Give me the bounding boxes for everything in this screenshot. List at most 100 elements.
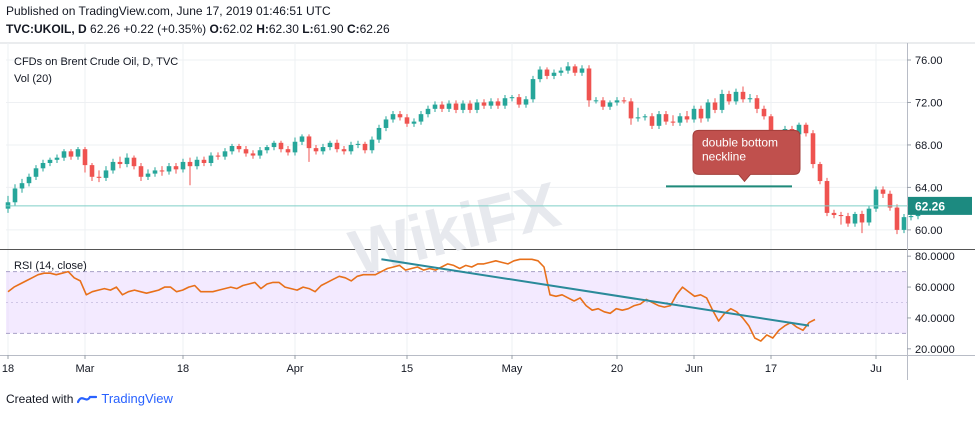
candle-down xyxy=(817,164,823,182)
candle-up xyxy=(54,157,60,160)
candle-down xyxy=(138,166,144,177)
candle-up xyxy=(166,166,172,172)
candle-down xyxy=(663,114,669,122)
candle-up xyxy=(607,102,613,107)
candle-down xyxy=(159,170,165,172)
candle-up xyxy=(152,170,158,174)
price-tick-label: 76.00 xyxy=(915,55,943,67)
last-price-tag xyxy=(908,196,972,215)
candle-down xyxy=(684,116,690,120)
tradingview-logo-icon[interactable] xyxy=(77,393,98,405)
neckline-annotation-callout xyxy=(692,129,801,183)
candle-up xyxy=(299,136,305,142)
x-tick-label: 15 xyxy=(401,363,413,375)
tradingview-brand-link[interactable]: TradingView xyxy=(101,391,173,406)
published-line: Published on TradingView.com, June 17, 2… xyxy=(6,4,331,18)
candle-down xyxy=(838,215,844,217)
candle-up xyxy=(593,100,599,102)
close-value: 62.26 xyxy=(359,22,390,36)
low-label: L: xyxy=(302,22,314,36)
candle-up xyxy=(411,121,417,124)
x-tick-label: Mar xyxy=(76,363,95,375)
candle-up xyxy=(180,161,186,170)
candle-up xyxy=(446,103,452,109)
x-tick-label: 18 xyxy=(2,363,14,375)
x-tick-label: Ju xyxy=(870,363,882,375)
footer: Created with TradingView xyxy=(6,391,173,406)
symbol-line: TVC:UKOIL, D 62.26 +0.22 (+0.35%) O:62.0… xyxy=(6,22,390,36)
candle-up xyxy=(866,208,872,223)
candle-up xyxy=(460,103,466,110)
candle-up xyxy=(691,108,697,120)
candle-up xyxy=(579,68,585,73)
x-tick-label: May xyxy=(502,363,523,375)
candle-down xyxy=(278,142,284,150)
candle-down xyxy=(285,149,291,153)
annotation-text: neckline xyxy=(702,149,746,163)
candle-down xyxy=(803,124,809,134)
candle-down xyxy=(824,181,830,213)
candle-up xyxy=(719,93,725,110)
candle-down xyxy=(236,146,242,150)
candle-up xyxy=(376,127,382,140)
open-value: 62.02 xyxy=(222,22,253,36)
high-value: 62.30 xyxy=(268,22,299,36)
candle-up xyxy=(425,108,431,115)
candle-up xyxy=(796,124,802,135)
candle-down xyxy=(845,216,851,224)
last-price: 62.26 xyxy=(90,22,121,36)
candle-down xyxy=(544,69,550,76)
candle-up xyxy=(327,142,333,148)
candle-up xyxy=(635,117,641,119)
candle-down xyxy=(467,103,473,110)
close-label: C: xyxy=(346,22,360,36)
candle-up xyxy=(33,168,39,177)
candle-up xyxy=(551,72,557,76)
candle-down xyxy=(201,159,207,163)
rsi-pane-title: RSI (14, close) xyxy=(14,260,87,272)
high-label: H: xyxy=(256,22,269,36)
candle-up xyxy=(348,144,354,152)
candle-up xyxy=(320,147,326,152)
candle-up xyxy=(523,99,529,105)
open-label: O: xyxy=(209,22,223,36)
candle-up xyxy=(229,146,235,152)
rsi-tick-label: 60.0000 xyxy=(915,282,955,294)
annotation-text: double bottom xyxy=(702,135,778,149)
x-tick-label: Apr xyxy=(286,363,303,375)
candle-up xyxy=(264,147,270,151)
candle-down xyxy=(754,98,760,109)
candle-down xyxy=(572,66,578,73)
candle-up xyxy=(110,161,116,171)
candle-down xyxy=(453,103,459,110)
candle-up xyxy=(61,151,67,158)
candle-up xyxy=(474,102,480,110)
rsi-tick-label: 40.0000 xyxy=(915,313,955,325)
candle-up xyxy=(292,141,298,153)
rsi-line xyxy=(7,258,816,342)
candle-up xyxy=(488,101,494,106)
candle-down xyxy=(68,151,74,157)
candle-up xyxy=(208,155,214,163)
candle-down xyxy=(894,207,900,230)
candle-down xyxy=(628,101,634,119)
rsi-trendline xyxy=(381,258,810,327)
candle-down xyxy=(586,68,592,101)
candle-down xyxy=(96,176,102,178)
candle-up xyxy=(194,159,200,167)
rsi-tick-label: 80.0000 xyxy=(915,251,955,263)
candle-down xyxy=(670,121,676,123)
candle-down xyxy=(117,161,123,165)
candle-up xyxy=(432,104,438,109)
price-change: +0.22 (+0.35%) xyxy=(123,22,207,36)
candle-up xyxy=(145,173,151,177)
candle-down xyxy=(215,155,221,157)
candle-up xyxy=(509,97,515,99)
candle-down xyxy=(887,193,893,208)
candle-down xyxy=(404,117,410,124)
candle-up xyxy=(75,149,81,157)
x-tick-label: 20 xyxy=(611,363,623,375)
candle-down xyxy=(397,114,403,118)
candle-down xyxy=(649,116,655,126)
